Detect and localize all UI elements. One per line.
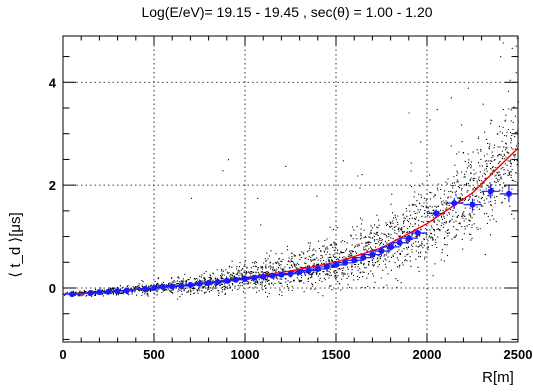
x-tick-label: 1000 [231, 347, 260, 362]
profile-series [63, 184, 518, 298]
profile-point [387, 243, 394, 250]
profile-point [278, 271, 285, 278]
profile-point [251, 274, 258, 281]
profile-point [360, 254, 367, 261]
y-tick-label: 2 [49, 178, 56, 193]
profile-point [242, 275, 248, 282]
x-axis-label: R[m] [482, 369, 514, 386]
profile-point [396, 239, 403, 246]
profile-point [123, 287, 130, 294]
profile-point [87, 290, 94, 297]
profile-point [505, 190, 512, 197]
profile-point [205, 279, 212, 286]
scatter-series [64, 37, 519, 300]
profile-point [378, 247, 385, 254]
profile-point [214, 278, 221, 285]
profile-point [487, 188, 494, 195]
profile-point [223, 277, 230, 284]
profile-point [151, 285, 157, 291]
profile-point [414, 229, 421, 236]
x-tick-label: 1500 [322, 347, 351, 362]
profile-point [469, 201, 476, 208]
chart-title: Log(E/eV)= 19.15 - 19.45 , sec(θ) = 1.00… [141, 4, 432, 20]
x-tick-label: 500 [143, 347, 165, 362]
scatter-points [64, 37, 519, 300]
profile-point [342, 259, 349, 266]
profile-point [141, 286, 148, 293]
profile-point [405, 235, 412, 242]
profile-point [433, 210, 440, 217]
y-axis-label: ⟨ t_d ⟩[μs] [7, 212, 24, 277]
x-axis-ticks: 0 500 1000 1500 2000 2500 [59, 36, 532, 362]
x-tick-label: 0 [59, 347, 66, 362]
y-tick-label: 4 [49, 75, 57, 90]
y-axis-ticks: 0 2 4 [49, 56, 518, 340]
profile-point [232, 276, 239, 283]
profile-point [196, 280, 203, 287]
grid [63, 36, 518, 342]
profile-point [269, 272, 276, 279]
profile-point [187, 281, 194, 288]
profile-point [351, 257, 358, 264]
x-tick-label: 2500 [504, 347, 533, 362]
profile-point [178, 282, 185, 289]
x-tick-label: 2000 [413, 347, 442, 362]
plot-frame [62, 35, 519, 343]
profile-point [69, 291, 76, 298]
y-tick-label: 0 [49, 281, 56, 296]
profile-point [260, 273, 267, 280]
profile-point [369, 251, 376, 258]
profile-point [451, 200, 458, 207]
